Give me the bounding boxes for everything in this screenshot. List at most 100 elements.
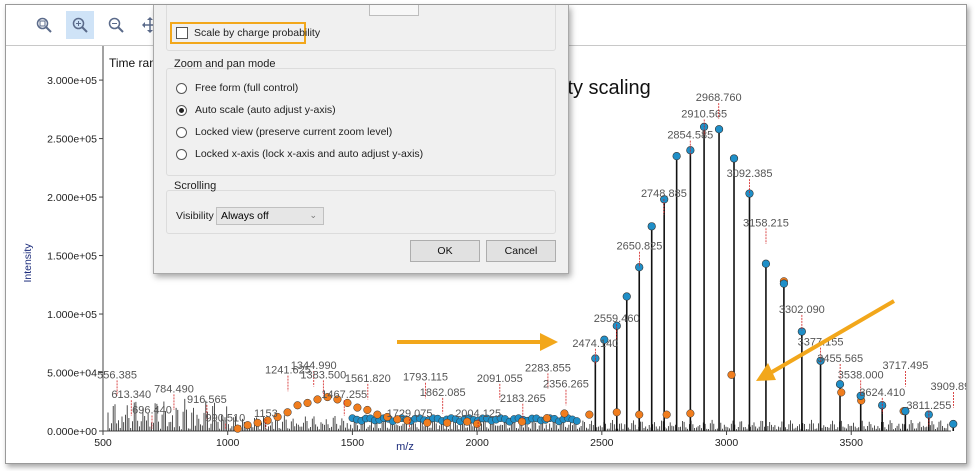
y-tick-label: 2.000e+05 [47,192,97,204]
orange-peak-marker [283,408,292,417]
radio-circle [176,148,187,160]
chart-axes: 500 1000 1500 2000 2500 3000 3500 0.000e+00 5.00… [47,45,951,449]
orange-peak-marker [303,398,312,407]
peak-label: 1793.115 [403,372,448,384]
blue-peak-marker [714,125,724,134]
orange-peak-marker [273,412,282,422]
radio-free-form[interactable]: Free form (full control) [176,80,298,96]
peak-label: 696.440 [132,404,172,416]
peak-label: 1862.085 [420,387,466,399]
x-tick-label: 2000 [465,437,489,449]
visibility-value: Always off [221,210,269,222]
dialog-top-control [369,5,419,16]
orange-peak-marker [517,417,527,426]
y-tick-label: 2.500e+05 [47,134,97,146]
x-tick-label: 3000 [715,437,739,449]
zoom-in-button[interactable] [66,11,94,39]
orange-peak-marker [443,418,452,427]
y-tick-label: 1.000e+05 [47,309,97,321]
radio-locked-view[interactable]: Locked view (preserve current zoom level… [176,124,392,140]
zoom-reset-button[interactable] [30,11,58,39]
spectrum-chart[interactable]: 500 1000 1500 2000 2500 3000 3500 0.000e+00 5.00… [6,5,966,463]
orange-peak-marker [423,418,432,427]
orange-peak-marker [662,410,671,419]
peak-label: 2474.140 [572,338,618,350]
orange-peak-marker [323,393,332,402]
y-tick-label: 5.000e+04 [47,368,97,380]
peak-label: 2910.565 [681,109,727,121]
checkbox-box [176,27,188,39]
orange-peak-marker [612,408,621,417]
blue-peak-marker [647,222,656,231]
x-tick-label: 3500 [840,437,864,449]
radio-auto-scale[interactable]: Auto scale (auto adjust y-axis) [176,102,336,118]
orange-peak-marker [383,412,392,422]
peak-label: 3624.410 [859,387,905,399]
zoom-out-button[interactable] [102,11,130,39]
orange-peak-marker [727,370,736,379]
peak-label: 990.510 [205,413,245,425]
zoom-reset-icon [36,17,52,33]
peak-label: 3302.090 [779,304,825,316]
orange-peak-marker [585,410,594,419]
peak-label: 1383.500 [300,369,346,381]
peak-label: 3092.385 [727,168,773,180]
orange-peak-marker [473,419,482,429]
orange-peak-marker [253,418,262,427]
peak-label: 3455.565 [817,353,863,365]
peak-label: 1241.625 [265,365,311,377]
peak-label: 556.385 [97,369,137,381]
ok-button[interactable]: OK [410,240,480,262]
blue-peak-marker [797,327,806,336]
peak-label: 1467.255 [321,389,367,401]
orange-peak-marker [837,388,846,397]
visibility-select[interactable]: Always off ⌄ [216,207,324,225]
zoom-pan-group [166,68,556,176]
blue-peak-marker [761,259,771,268]
peak-label: 1344.990 [291,360,337,372]
orange-peak-marker [343,398,352,407]
time-range-label: Time ran [109,56,156,70]
orange-peak-marker [233,424,242,433]
annotation-arrow-left [756,299,896,381]
zoom-out-icon [108,17,124,33]
scale-by-charge-checkbox[interactable]: Scale by charge probability [176,27,320,39]
peak-label: 2559.460 [594,313,640,325]
cancel-button[interactable]: Cancel [486,240,556,262]
orange-peak-marker [353,403,362,412]
orange-peak-marker [393,415,402,424]
orange-peak-marker [373,410,382,419]
scrolling-group [166,190,556,234]
x-tick-label: 1500 [341,437,365,449]
blue-peak-marker [672,152,681,161]
zoom-group-title: Zoom and pan mode [174,58,276,70]
y-tick-label: 3.000e+05 [47,75,97,87]
orange-peak-marker [313,395,322,404]
peak-label: 2854.585 [667,130,713,142]
orange-peak-marker [542,414,552,423]
noise-trace [107,398,949,431]
peak-label: 2091.055 [477,373,523,385]
radio-label: Free form (full control) [195,82,299,94]
radio-circle [176,82,187,94]
zoom-in-icon [72,17,88,33]
peak-label: 3158.215 [743,217,789,229]
radio-locked-x-axis[interactable]: Locked x-axis (lock x-axis and auto adju… [176,146,423,162]
peak-label: 916.565 [187,394,227,406]
peak-label: 2968.760 [696,92,742,104]
peak-label: 3538.000 [838,369,884,381]
peak-label: 2650.825 [616,241,662,253]
y-tick-label: 1.500e+05 [47,251,97,263]
peak-label: 2004.125 [455,408,501,420]
ok-label: OK [437,245,453,257]
peak-label: 3909.895 [931,381,966,393]
radio-label: Locked x-axis (lock x-axis and auto adju… [195,148,424,160]
peak-label: 784.490 [154,383,194,395]
peak-label: 613.340 [111,389,151,401]
blue-peak-marker [779,279,788,288]
peak-label: 2748.885 [641,188,687,200]
chevron-down-icon: ⌄ [309,210,317,220]
blue-peak-marker [622,292,631,301]
radio-circle-selected [176,104,187,116]
orange-peak-marker [243,421,252,430]
